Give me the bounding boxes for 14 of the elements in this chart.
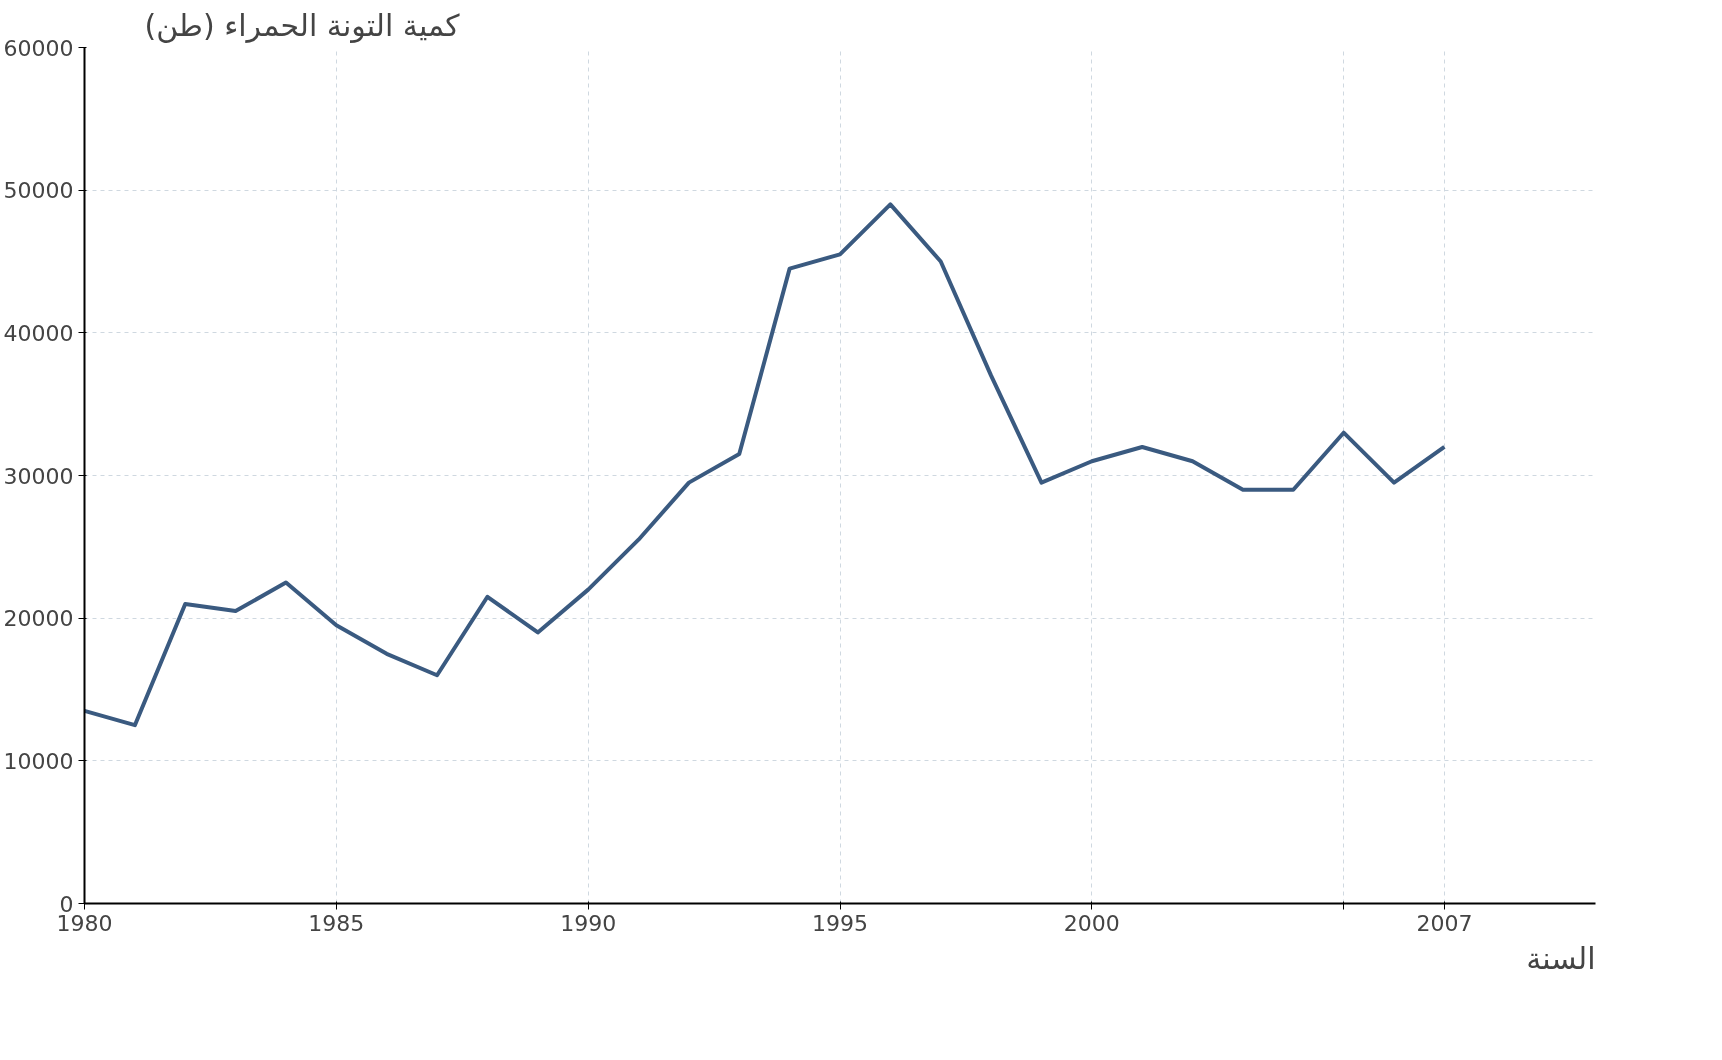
x-tick-label: 1990 bbox=[560, 910, 617, 936]
y-tick-label: 40000 bbox=[3, 320, 74, 346]
y-axis-title: كمية التونة الحمراء (طن) bbox=[144, 7, 461, 43]
x-tick-label: 1995 bbox=[812, 910, 869, 936]
x-tick-label: 2007 bbox=[1416, 910, 1473, 936]
x-axis-title: السنة bbox=[1526, 940, 1596, 976]
y-tick-label: 60000 bbox=[3, 35, 74, 61]
y-tick-label: 20000 bbox=[3, 606, 74, 632]
line-series bbox=[84, 202, 1447, 728]
x-tick-label: 2000 bbox=[1063, 910, 1120, 936]
y-tick-label: 10000 bbox=[3, 748, 74, 774]
y-tick-label: 50000 bbox=[3, 178, 74, 204]
x-tick-label: 1985 bbox=[308, 910, 365, 936]
y-tick-label: 30000 bbox=[3, 463, 74, 489]
